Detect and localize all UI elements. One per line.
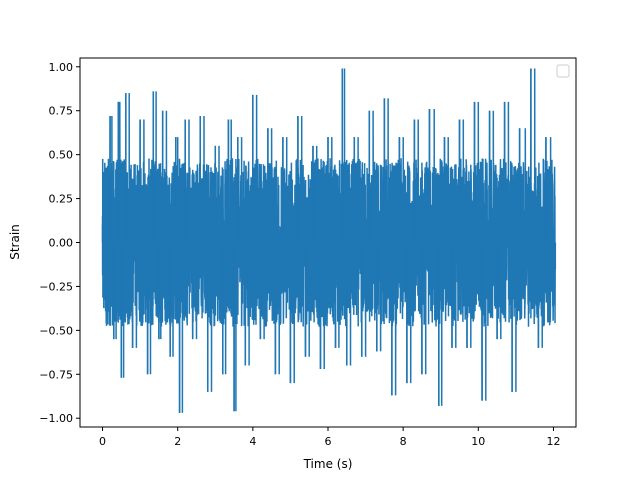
x-tick-label: 2 bbox=[174, 435, 181, 448]
y-axis-label: Strain bbox=[8, 224, 22, 260]
x-tick-label: 4 bbox=[249, 435, 256, 448]
y-tick-label: 0.25 bbox=[49, 193, 74, 206]
y-tick-label: −1.00 bbox=[39, 412, 73, 425]
y-tick-label: −0.50 bbox=[39, 324, 73, 337]
y-tick-label: 0.50 bbox=[49, 149, 74, 162]
x-tick-label: 0 bbox=[99, 435, 106, 448]
x-axis-label: Time (s) bbox=[303, 457, 353, 471]
y-tick-label: 1.00 bbox=[49, 61, 74, 74]
x-axis: 0 2 4 6 8 10 12 bbox=[99, 427, 560, 448]
y-axis: 1.00 0.75 0.50 0.25 0.00 −0.25 −0.50 −0.75 −1.00 bbox=[39, 61, 80, 425]
y-tick-label: −0.25 bbox=[39, 280, 73, 293]
x-tick-label: 10 bbox=[471, 435, 485, 448]
x-tick-label: 12 bbox=[546, 435, 560, 448]
x-tick-label: 8 bbox=[400, 435, 407, 448]
y-tick-label: −0.75 bbox=[39, 368, 73, 381]
y-tick-label: 0.75 bbox=[49, 105, 74, 118]
plot-area bbox=[101, 68, 557, 413]
x-tick-label: 6 bbox=[325, 435, 332, 448]
legend-box bbox=[556, 64, 570, 78]
y-tick-label: 0.00 bbox=[49, 237, 74, 250]
